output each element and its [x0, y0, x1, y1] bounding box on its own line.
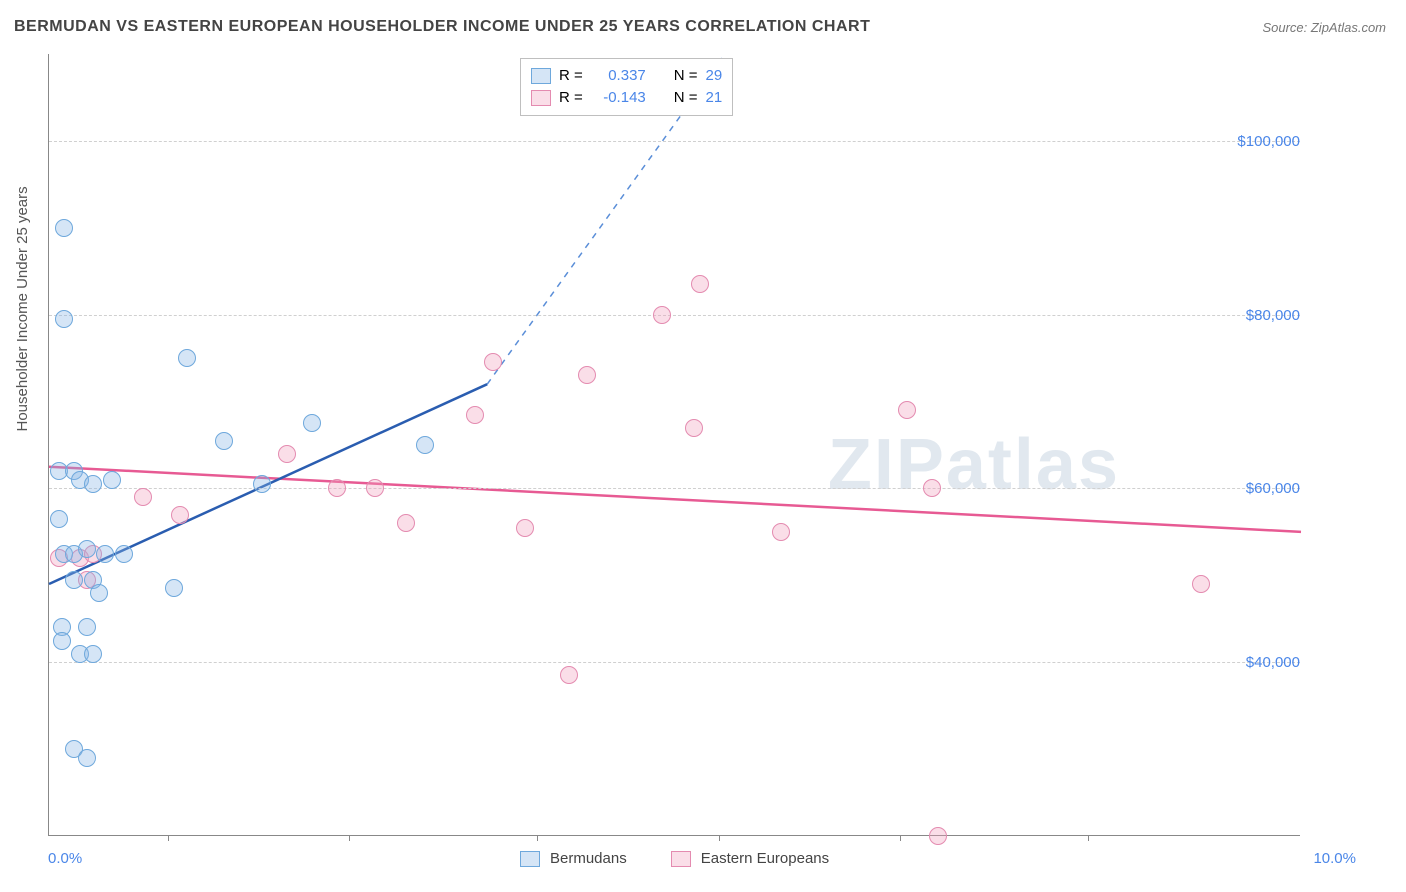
r-label: R =	[559, 87, 583, 109]
x-tick	[537, 835, 538, 841]
gridline	[49, 488, 1300, 489]
point-bermudan	[55, 219, 73, 237]
point-bermudan	[178, 349, 196, 367]
r-value-eastern: -0.143	[591, 87, 646, 109]
point-eastern	[278, 445, 296, 463]
legend-label-eastern: Eastern Europeans	[701, 850, 829, 867]
point-bermudan	[84, 475, 102, 493]
point-eastern	[685, 419, 703, 437]
page-title: BERMUDAN VS EASTERN EUROPEAN HOUSEHOLDER…	[14, 18, 870, 36]
point-eastern	[929, 827, 947, 845]
point-bermudan	[115, 545, 133, 563]
swatch-eastern-icon	[531, 90, 551, 106]
y-tick-label: $40,000	[1220, 654, 1300, 671]
swatch-eastern-icon	[671, 851, 691, 867]
r-label: R =	[559, 65, 583, 87]
trend-lines-svg	[49, 54, 1300, 835]
y-tick-label: $100,000	[1220, 133, 1300, 150]
point-bermudan	[96, 545, 114, 563]
y-axis-label: Householder Income Under 25 years	[14, 186, 31, 431]
gridline	[49, 315, 1300, 316]
correlation-legend: R = 0.337 N = 29 R = -0.143 N = 21	[520, 58, 733, 116]
point-bermudan	[78, 618, 96, 636]
n-label: N =	[674, 65, 698, 87]
point-eastern	[397, 514, 415, 532]
point-eastern	[772, 523, 790, 541]
point-eastern	[516, 519, 534, 537]
x-max-label: 10.0%	[1313, 850, 1356, 867]
n-value-eastern: 21	[706, 87, 723, 109]
legend-row-eastern: R = -0.143 N = 21	[531, 87, 722, 109]
x-tick	[1088, 835, 1089, 841]
point-bermudan	[55, 310, 73, 328]
y-tick-label: $80,000	[1220, 307, 1300, 324]
legend-row-bermudans: R = 0.337 N = 29	[531, 65, 722, 87]
point-eastern	[560, 666, 578, 684]
x-tick	[900, 835, 901, 841]
point-bermudan	[78, 749, 96, 767]
point-eastern	[328, 479, 346, 497]
scatter-plot: ZIPatlas	[48, 54, 1300, 836]
gridline	[49, 662, 1300, 663]
point-bermudan	[253, 475, 271, 493]
point-bermudan	[303, 414, 321, 432]
point-eastern	[1192, 575, 1210, 593]
point-eastern	[366, 479, 384, 497]
point-bermudan	[50, 510, 68, 528]
gridline	[49, 141, 1300, 142]
y-tick-label: $60,000	[1220, 480, 1300, 497]
n-label: N =	[674, 87, 698, 109]
point-bermudan	[103, 471, 121, 489]
point-eastern	[691, 275, 709, 293]
point-bermudan	[78, 540, 96, 558]
point-bermudan	[90, 584, 108, 602]
point-bermudan	[84, 645, 102, 663]
x-tick	[719, 835, 720, 841]
swatch-bermudans-icon	[520, 851, 540, 867]
point-eastern	[923, 479, 941, 497]
n-value-bermudans: 29	[706, 65, 723, 87]
x-min-label: 0.0%	[48, 850, 82, 867]
point-bermudan	[65, 571, 83, 589]
point-bermudan	[215, 432, 233, 450]
point-bermudan	[416, 436, 434, 454]
source-attribution: Source: ZipAtlas.com	[1262, 20, 1386, 35]
point-eastern	[171, 506, 189, 524]
point-eastern	[466, 406, 484, 424]
point-eastern	[484, 353, 502, 371]
point-eastern	[898, 401, 916, 419]
x-tick	[349, 835, 350, 841]
point-bermudan	[53, 632, 71, 650]
series-legend: Bermudans Eastern Europeans	[520, 850, 829, 867]
point-bermudan	[165, 579, 183, 597]
x-tick	[168, 835, 169, 841]
point-eastern	[134, 488, 152, 506]
swatch-bermudans-icon	[531, 68, 551, 84]
point-eastern	[578, 366, 596, 384]
r-value-bermudans: 0.337	[591, 65, 646, 87]
point-eastern	[653, 306, 671, 324]
legend-label-bermudans: Bermudans	[550, 850, 627, 867]
